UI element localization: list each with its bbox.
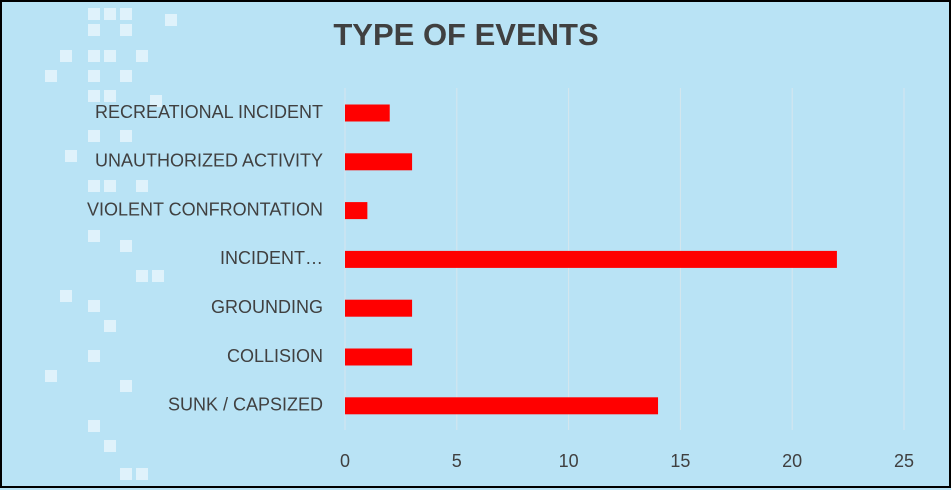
y-tick-label: COLLISION xyxy=(227,346,323,366)
y-tick-label: GROUNDING xyxy=(211,297,323,317)
y-tick-label: SUNK / CAPSIZED xyxy=(168,395,323,415)
bar xyxy=(345,104,390,122)
bar xyxy=(345,250,837,268)
bar xyxy=(345,299,413,317)
decoration xyxy=(45,8,177,480)
x-tick-label: 10 xyxy=(559,451,579,471)
x-tick-label: 20 xyxy=(782,451,802,471)
x-tick-label: 15 xyxy=(670,451,690,471)
chart-title: TYPE OF EVENTS xyxy=(333,17,598,52)
bar xyxy=(345,348,413,366)
bar xyxy=(345,202,368,220)
y-tick-label: INCIDENT… xyxy=(220,248,323,268)
x-tick-label: 25 xyxy=(894,451,914,471)
y-tick-label: RECREATIONAL INCIDENT xyxy=(95,102,323,122)
bar xyxy=(345,397,659,415)
x-tick-label: 0 xyxy=(340,451,350,471)
bar xyxy=(345,153,413,171)
x-tick-label: 5 xyxy=(452,451,462,471)
y-tick-label: VIOLENT CONFRONTATION xyxy=(87,199,323,219)
y-tick-label: UNAUTHORIZED ACTIVITY xyxy=(95,151,323,171)
